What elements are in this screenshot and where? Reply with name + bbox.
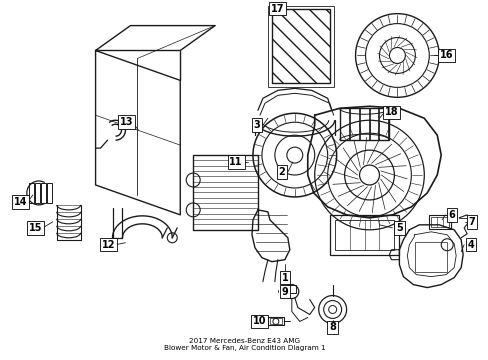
Bar (339, 108, 348, 140)
Bar (414, 242, 447, 272)
Bar (287, 285, 295, 293)
Bar (349, 108, 358, 140)
Bar (41, 183, 46, 203)
Text: 12: 12 (102, 240, 115, 250)
Bar (35, 183, 40, 203)
Text: 17: 17 (270, 4, 284, 14)
Text: 13: 13 (120, 117, 133, 127)
Circle shape (285, 285, 298, 298)
Bar (329, 215, 399, 255)
Text: 9: 9 (281, 287, 287, 297)
Text: 1: 1 (281, 273, 287, 283)
Text: 7: 7 (468, 217, 474, 227)
Bar (359, 108, 368, 140)
Text: 15: 15 (29, 223, 42, 233)
Bar (428, 215, 450, 229)
Bar (334, 220, 394, 250)
Text: 2: 2 (278, 167, 285, 177)
Bar (271, 9, 329, 84)
Text: 4: 4 (467, 240, 473, 250)
Text: 2017 Mercedes-Benz E43 AMG
Blower Motor & Fan, Air Condition Diagram 1: 2017 Mercedes-Benz E43 AMG Blower Motor … (163, 338, 325, 351)
Text: 8: 8 (328, 323, 335, 332)
Bar (269, 319, 281, 324)
Bar (193, 155, 258, 230)
Text: 5: 5 (395, 223, 402, 233)
Bar (29, 183, 34, 203)
Bar (339, 108, 388, 140)
Text: 14: 14 (14, 197, 27, 207)
Bar (47, 183, 52, 203)
Bar (369, 108, 378, 140)
Bar (379, 108, 387, 140)
Text: 18: 18 (384, 107, 397, 117)
Text: 10: 10 (253, 316, 266, 327)
Text: 16: 16 (439, 50, 452, 60)
Bar (267, 318, 283, 325)
Bar (430, 217, 448, 227)
Bar (271, 9, 329, 84)
Text: 11: 11 (229, 157, 242, 167)
Text: 3: 3 (253, 120, 260, 130)
Bar (267, 6, 333, 87)
Text: 6: 6 (448, 210, 455, 220)
